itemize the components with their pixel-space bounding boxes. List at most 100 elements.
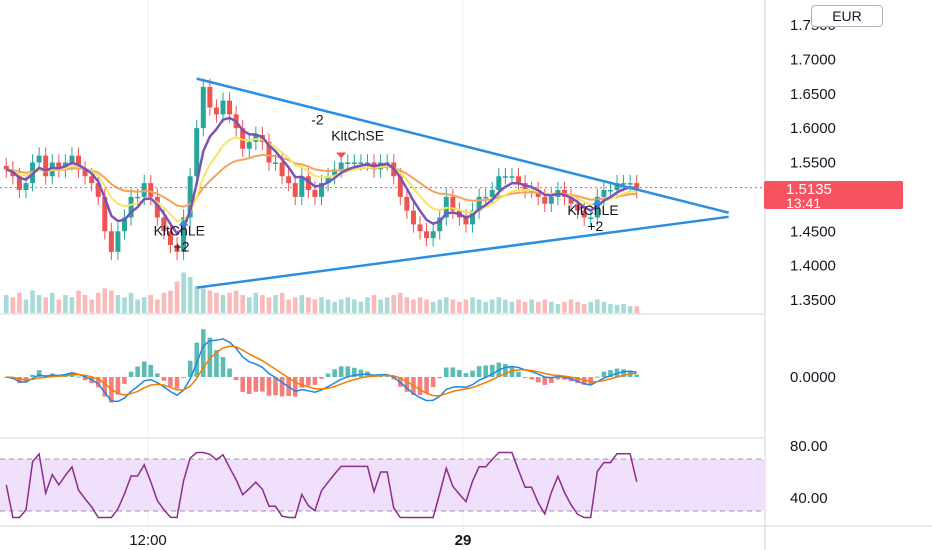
macd-histogram-bar [391,377,397,380]
candle-body [207,86,213,108]
volume-bar [404,297,410,313]
volume-bar [476,299,482,313]
candle-body [489,190,495,197]
macd-histogram-bar [417,377,423,395]
macd-histogram-bar [443,367,449,377]
macd-histogram-bar [273,377,278,396]
volume-bar [358,301,364,313]
price-tick-label: 1.3500 [790,292,836,309]
volume-bar [430,301,436,313]
volume-bar [227,292,232,313]
macd-histogram-bar [457,369,462,377]
candle-body [312,190,318,197]
price-axis[interactable]: 1.75001.70001.65001.60001.55001.45001.40… [790,17,836,507]
macd-histogram-bar [141,361,147,377]
macd-histogram-bar [266,377,272,396]
volume-bar [95,292,101,313]
candle-body [161,217,167,232]
candle-body [273,162,279,164]
volume-bar [89,299,94,313]
macd-histogram-bar [424,377,429,394]
candle-body [588,217,594,219]
macd-histogram-bar [82,377,88,381]
rsi-tick-label: 40.00 [790,490,828,507]
macd-histogram-bar [555,377,561,380]
macd-histogram-bar [207,337,213,377]
candle-body [174,245,180,252]
volume-bar [3,295,9,313]
volume-bar [17,292,22,313]
volume-bar [286,299,291,313]
macd-histogram-bar [489,364,495,377]
time-tick-label: 29 [455,532,472,549]
volume-bar [378,299,383,313]
signal-label: KltChLE [567,202,618,218]
candle-body [627,183,633,185]
signal-line [6,345,637,397]
candle-body [108,231,114,252]
volume-bar [562,301,567,313]
macd-histogram-bar [246,377,252,395]
candle-body [397,176,403,197]
candle-body [621,183,627,185]
macd-histogram-bar [601,371,607,377]
volume-bar [292,297,298,313]
candle-body [56,162,62,170]
candle-body [220,100,226,115]
macd-histogram-bar [542,377,548,385]
price-tick-label: 1.6500 [790,86,836,103]
macd-histogram-bar [260,377,265,392]
macd-histogram-bar [148,364,154,377]
volume-bar [608,304,613,313]
macd-histogram-bar [503,363,508,377]
macd-histogram-bar [634,374,640,377]
macd-histogram-bar [608,370,613,377]
candle-body [246,141,252,149]
macd-histogram-bar [115,377,121,395]
volume-bar [181,272,186,313]
candle-body [305,176,311,190]
volume-bar [207,290,213,313]
ema-mid-line [6,136,637,223]
triangle-trendlines[interactable] [0,77,765,289]
time-axis[interactable]: 12:00 29 [129,532,471,549]
lower-trendline [196,215,729,289]
currency-selector[interactable]: EUR [811,5,883,27]
volume-bar [266,297,272,313]
candle-body [496,176,502,190]
volume-bar [214,292,219,313]
candle-body [607,190,613,192]
signal-sublabel: +2 [174,239,190,255]
macd-histogram-bar [155,373,160,377]
volume-bar [568,299,574,313]
volume-bar [516,299,521,313]
volume-bar [194,286,200,313]
macd-line [6,338,637,403]
macd-histogram-bar [161,377,167,381]
volume-bar [496,297,502,313]
volume-bar [542,299,548,313]
candle-body [601,190,607,197]
volume-bar [148,295,154,313]
volume-bar [23,299,29,313]
candle-body [502,176,508,178]
candle-body [194,128,200,177]
macd-histogram-bar [621,369,626,377]
macd-histogram-bar [168,377,173,387]
candle-body [181,217,187,252]
volume-bar [417,297,423,313]
volume-bar [122,297,127,313]
signal-label: KltChLE [154,223,205,239]
macd-histogram-bar [470,370,475,377]
volume-bar [549,301,554,313]
volume-bar [102,288,108,313]
volume-bar [135,299,140,313]
macd-histogram-bar [174,377,180,389]
candle-body [43,155,49,177]
macd-histogram-bar [463,373,469,377]
volume-bar [220,295,226,313]
volume-bar [69,297,75,313]
volume-bar [463,299,469,313]
candle-body [16,176,22,190]
